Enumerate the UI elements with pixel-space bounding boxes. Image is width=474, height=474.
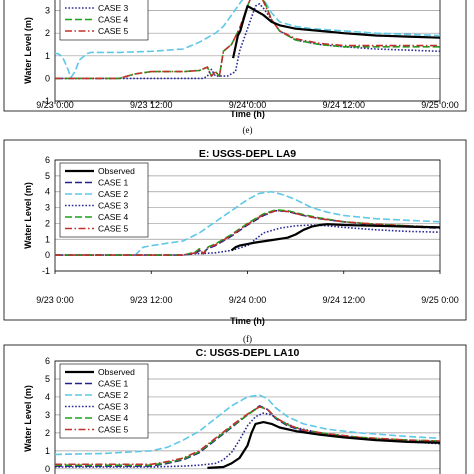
y-tick-label: 0 [45,464,50,474]
panel-c-usgs-depl-la10-chart: C: USGS-DEPL LA10 0 1 2 3 4 5 6 Water Level (m) O… [3,344,467,474]
legend-label: CASE 2 [98,189,129,199]
legend-label: CASE 1 [98,178,129,188]
x-axis-title: Time (h) [230,109,265,119]
y-tick-label: 1 [45,51,50,61]
legend-label: CASE 5 [98,26,129,36]
legend-box [59,363,149,439]
series-group [55,0,440,80]
y-tick-label: 5 [45,171,50,181]
y-tick-label: 3 [45,410,50,420]
y-tick-label: 3 [45,203,50,213]
series-line-observed [207,421,440,469]
x-tick-label: 9/24 0:00 [229,295,267,305]
legend-label: CASE 4 [98,413,129,423]
legend-box [59,162,149,238]
series-line-case5 [55,209,440,256]
x-tick-label: 9/23 12:00 [130,295,173,305]
x-tick-label: 9/24 12:00 [322,100,365,110]
y-tick-label: -1 [42,266,50,276]
series-line-case2 [55,0,440,79]
x-tick-label: 9/25 0:00 [421,100,459,110]
series-line-case1 [55,405,440,467]
y-tick-label: 4 [45,187,50,197]
x-tick-label: 9/24 12:00 [322,295,365,305]
x-tick-label: 9/23 0:00 [36,100,74,110]
y-tick-label: 4 [45,392,50,402]
plot-area-border [54,360,441,474]
y-tick-label: 2 [45,218,50,228]
y-tick-label: 2 [45,428,50,438]
y-tick-label: -1 [42,96,50,106]
series-line-case1 [55,209,440,256]
plot-area-border [54,159,441,272]
legend-label: CASE 5 [98,224,129,234]
chart-title: E: USGS-DEPL LA9 [199,148,296,160]
series-line-observed [232,4,440,59]
panel-frame [3,0,467,112]
series-line-case5 [55,405,440,466]
panel-label: (e) [243,125,253,135]
x-tick-label: 9/23 0:00 [36,295,74,305]
series-line-case2 [55,394,440,456]
y-tick-label: 6 [45,356,50,366]
panel-e-usgs-depl-la9-chart: E: USGS-DEPL LA9 -1 0 1 2 3 4 5 6 9/23 0:00 9/23 1… [3,139,467,344]
x-axis-title: Time (h) [230,316,265,326]
legend-label: CASE 3 [98,201,129,211]
series-line-observed [230,223,440,252]
legend-box [59,0,149,41]
legend-label: CASE 1 [98,379,129,389]
legend-label: CASE 3 [98,402,129,412]
legend-label: Observed [98,367,135,377]
legend-label: CASE 4 [98,212,129,222]
series-group [55,394,440,469]
chart-title: C: USGS-DEPL LA10 [196,347,300,359]
y-tick-label: 2 [45,28,50,38]
panel-frame [3,344,467,474]
x-tick-label: 9/24 0:00 [229,100,267,110]
legend-label: CASE 2 [98,390,129,400]
y-tick-label: 6 [45,155,50,165]
y-tick-label: 3 [45,6,50,16]
x-tick-label: 9/25 0:00 [421,295,459,305]
panel-top-water-level-chart: -1012349/23 0:009/23 12:009/24 0:009/24 … [3,0,467,135]
y-tick-label: 1 [45,446,50,456]
series-group [55,190,440,256]
legend-label: Observed [98,166,135,176]
legend-label: CASE 3 [98,3,129,13]
legend-label: CASE 5 [98,425,129,435]
y-tick-label: 1 [45,234,50,244]
y-tick-label: 0 [45,73,50,83]
panel-frame [3,139,467,321]
x-tick-label: 9/23 12:00 [130,100,173,110]
y-axis-title: Water Level (m) [23,182,33,249]
legend-label: CASE 4 [98,15,129,25]
series-line-case3 [55,2,440,80]
series-line-case2 [55,190,440,256]
y-tick-label: 5 [45,374,50,384]
y-tick-label: 0 [45,250,50,260]
y-axis-title: Water Level (m) [23,385,33,452]
y-axis-title: Water Level (m) [23,17,33,84]
series-line-case4 [55,0,440,80]
panel-label: (f) [243,334,252,344]
plot-area-border [54,0,441,102]
